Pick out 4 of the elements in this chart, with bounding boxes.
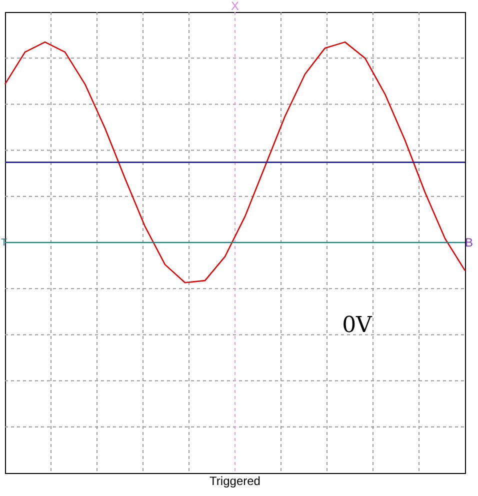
text: Triggered bbox=[210, 474, 260, 488]
annotation: B bbox=[464, 236, 474, 250]
text: X bbox=[230, 0, 240, 13]
text: 0V bbox=[342, 313, 374, 338]
